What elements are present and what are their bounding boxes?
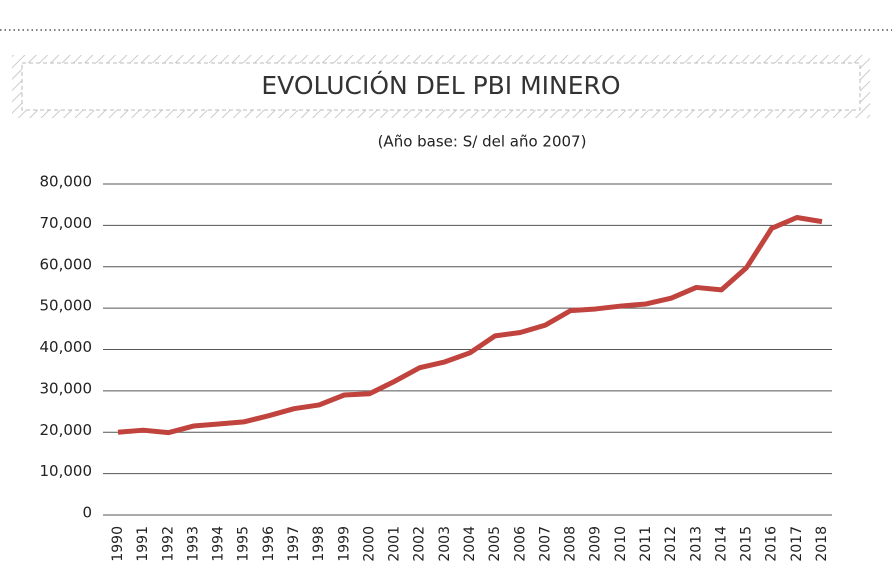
x-tick-label: 1990 bbox=[110, 526, 126, 562]
x-tick-label: 2004 bbox=[462, 526, 478, 562]
x-tick-label: 1998 bbox=[311, 526, 327, 562]
x-tick-label: 1996 bbox=[261, 526, 277, 562]
x-tick-label: 1993 bbox=[185, 526, 201, 562]
x-tick-label: 2009 bbox=[588, 526, 604, 562]
x-tick-label: 2016 bbox=[764, 526, 780, 562]
x-tick-label: 1995 bbox=[236, 526, 252, 562]
y-tick-label: 30,000 bbox=[40, 379, 93, 397]
chart-title: EVOLUCIÓN DEL PBI MINERO bbox=[261, 70, 620, 100]
y-tick-label: 10,000 bbox=[40, 462, 93, 480]
y-tick-label: 40,000 bbox=[40, 338, 93, 356]
y-tick-label: 60,000 bbox=[40, 255, 93, 273]
x-tick-label: 2013 bbox=[688, 526, 704, 562]
x-tick-label: 2001 bbox=[387, 526, 403, 562]
y-tick-label: 50,000 bbox=[40, 297, 93, 315]
x-tick-label: 2008 bbox=[563, 526, 579, 562]
data-line bbox=[117, 215, 823, 436]
x-tick-label: 2000 bbox=[361, 526, 377, 562]
x-tick-label: 1997 bbox=[286, 526, 302, 562]
y-tick-label: 20,000 bbox=[40, 421, 93, 439]
x-tick-label: 2017 bbox=[789, 526, 805, 562]
x-tick-label: 1991 bbox=[135, 526, 151, 562]
x-tick-label: 2012 bbox=[663, 526, 679, 562]
x-tick-label: 1992 bbox=[160, 526, 176, 562]
title-box-inner bbox=[21, 62, 861, 111]
x-tick-label: 1994 bbox=[211, 526, 227, 562]
x-tick-label: 2005 bbox=[487, 526, 503, 562]
x-tick-label: 2007 bbox=[537, 526, 553, 562]
x-tick-label: 2015 bbox=[739, 526, 755, 562]
y-tick-label: 0 bbox=[82, 504, 92, 522]
x-tick-label: 2018 bbox=[814, 526, 830, 562]
x-tick-label: 2002 bbox=[412, 526, 428, 562]
y-tick-label: 80,000 bbox=[40, 173, 93, 191]
x-tick-label: 2010 bbox=[613, 526, 629, 562]
x-tick-label: 2003 bbox=[437, 526, 453, 562]
x-tick-label: 2006 bbox=[512, 526, 528, 562]
x-tick-label: 2011 bbox=[638, 526, 654, 562]
chart-subtitle: (Año base: S/ del año 2007) bbox=[378, 133, 587, 151]
y-tick-label: 70,000 bbox=[40, 214, 93, 232]
x-tick-label: 2014 bbox=[713, 526, 729, 562]
x-tick-label: 1999 bbox=[336, 526, 352, 562]
